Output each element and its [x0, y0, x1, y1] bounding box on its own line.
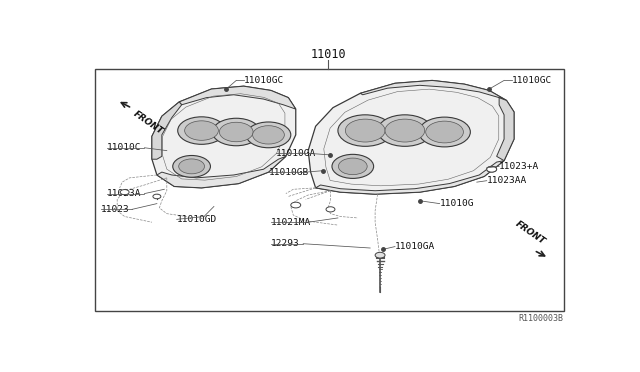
Circle shape — [375, 252, 385, 258]
Text: R1100003B: R1100003B — [518, 314, 564, 323]
Polygon shape — [316, 161, 504, 194]
Circle shape — [346, 119, 385, 142]
Circle shape — [426, 121, 463, 143]
Circle shape — [378, 115, 432, 146]
Text: 11010GC: 11010GC — [511, 76, 552, 85]
Circle shape — [173, 155, 211, 177]
Text: 11010: 11010 — [310, 48, 346, 61]
Circle shape — [253, 126, 284, 144]
Text: 11010GB: 11010GB — [269, 168, 308, 177]
Polygon shape — [308, 80, 514, 194]
Circle shape — [179, 159, 205, 174]
Text: 11023AA: 11023AA — [486, 176, 527, 185]
Text: FRONT: FRONT — [514, 219, 547, 247]
Text: 11010GA: 11010GA — [276, 149, 316, 158]
Polygon shape — [152, 102, 182, 159]
Circle shape — [185, 121, 218, 140]
Circle shape — [487, 166, 497, 172]
Text: 11010GC: 11010GC — [244, 76, 284, 85]
Text: 11023+A: 11023+A — [499, 162, 540, 171]
Circle shape — [220, 122, 253, 142]
Circle shape — [339, 158, 367, 175]
Circle shape — [291, 202, 301, 208]
Polygon shape — [360, 80, 507, 100]
Circle shape — [332, 154, 374, 179]
Circle shape — [178, 117, 225, 144]
Text: 11023A: 11023A — [108, 189, 142, 198]
Circle shape — [487, 166, 497, 172]
Polygon shape — [157, 156, 286, 188]
Text: 11010G: 11010G — [440, 199, 474, 208]
Circle shape — [326, 207, 335, 212]
Text: 11023: 11023 — [101, 205, 129, 214]
Text: 11010C: 11010C — [108, 143, 142, 152]
FancyBboxPatch shape — [95, 69, 564, 311]
Polygon shape — [497, 97, 514, 161]
Circle shape — [419, 117, 470, 147]
Text: 11021MA: 11021MA — [271, 218, 311, 227]
Text: 12293: 12293 — [271, 239, 300, 248]
Circle shape — [246, 122, 291, 148]
Text: FRONT: FRONT — [132, 109, 165, 136]
Polygon shape — [179, 86, 296, 109]
Text: 11010GA: 11010GA — [395, 242, 435, 251]
Circle shape — [385, 119, 425, 142]
Polygon shape — [152, 86, 296, 188]
Circle shape — [338, 115, 392, 146]
Text: 11010GD: 11010GD — [177, 215, 217, 224]
Circle shape — [212, 118, 260, 146]
Circle shape — [120, 190, 129, 195]
Circle shape — [153, 194, 161, 199]
